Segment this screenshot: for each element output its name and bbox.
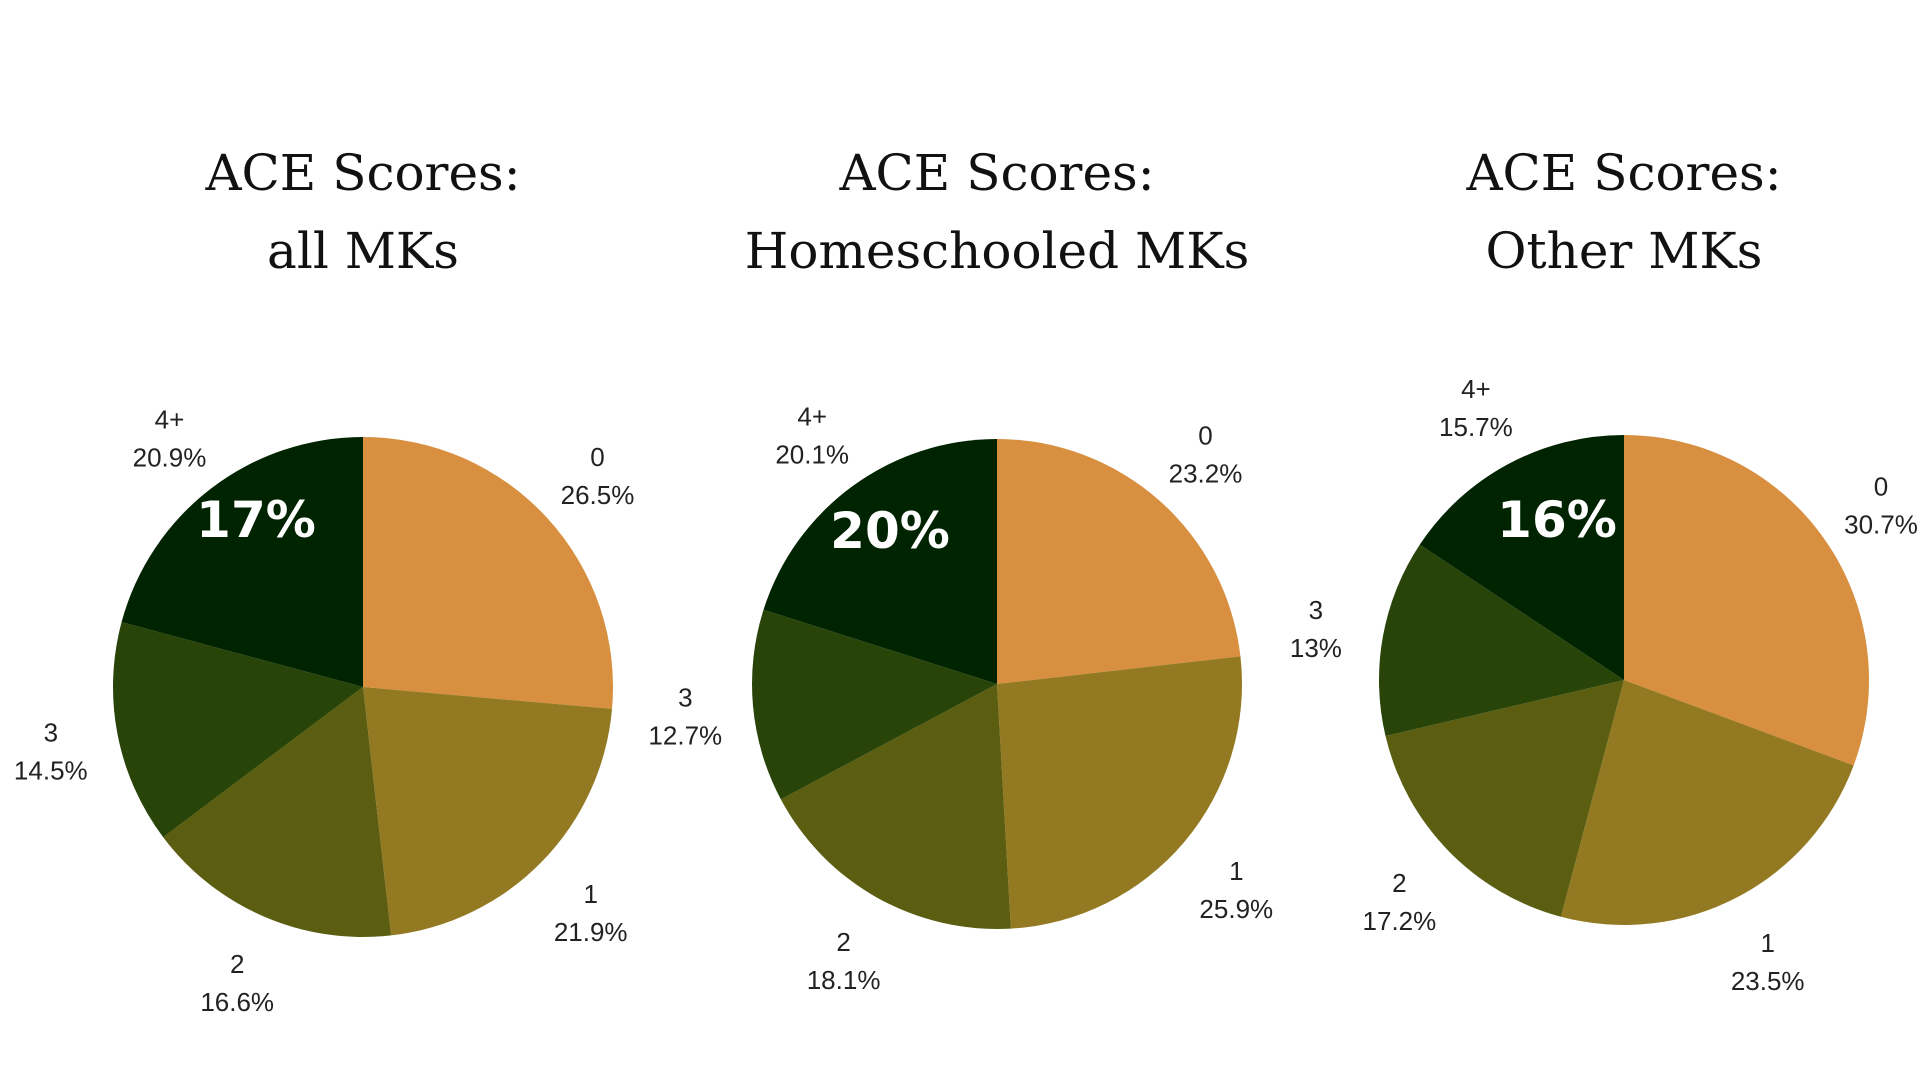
chart-subtitle: all MKs xyxy=(267,222,459,280)
slice-category-label: 2 xyxy=(836,927,850,957)
pie-chart-3: ACE Scores: Other MKs 0 30.7% 1 23.5% 2 17.2% 3 1… xyxy=(1290,144,1918,996)
chart-subtitle: Homeschooled MKs xyxy=(745,222,1249,280)
chart-title: ACE Scores: xyxy=(204,144,520,202)
slice-category-label: 2 xyxy=(1392,868,1406,898)
chart-subtitle: Other MKs xyxy=(1486,222,1763,280)
slice-category-label: 1 xyxy=(1760,928,1774,958)
slice-value-label: 14.5% xyxy=(14,755,88,785)
pie-chart-1: ACE Scores: all MKs 0 26.5% 1 21.9% 2 16.6% 3 14.… xyxy=(14,144,634,1017)
pie-slice-2 xyxy=(780,684,1011,930)
pie-slice-3 xyxy=(1378,544,1624,737)
slice-value-label: 30.7% xyxy=(1844,509,1918,539)
slice-value-label: 25.9% xyxy=(1199,894,1273,924)
pie-slice-2 xyxy=(163,687,392,938)
slice-value-label: 23.2% xyxy=(1169,459,1243,489)
pie-slice-4plus xyxy=(763,439,997,684)
pie-slice-3 xyxy=(752,609,997,800)
pie-slice-0 xyxy=(1624,435,1870,766)
overlay-value: 16% xyxy=(1497,491,1617,549)
slice-category-label: 1 xyxy=(583,879,597,909)
slice-value-label: 17.2% xyxy=(1363,906,1437,936)
slice-value-label: 20.1% xyxy=(775,439,849,469)
slice-value-label: 23.5% xyxy=(1731,966,1805,996)
slice-category-label: 4+ xyxy=(797,401,827,431)
slice-category-label: 1 xyxy=(1229,856,1243,886)
slice-category-label: 0 xyxy=(1874,471,1888,501)
slice-category-label: 3 xyxy=(678,683,692,713)
slice-value-label: 18.1% xyxy=(807,965,881,995)
pie-slice-1 xyxy=(363,687,613,936)
pie-slice-1 xyxy=(997,656,1242,929)
slice-value-label: 13% xyxy=(1290,633,1342,663)
slice-category-label: 4+ xyxy=(1461,374,1491,404)
slice-category-label: 2 xyxy=(230,949,244,979)
pie-slice-0 xyxy=(997,439,1241,684)
slice-value-label: 15.7% xyxy=(1439,412,1513,442)
slice-category-label: 0 xyxy=(1198,421,1212,451)
pie-slice-4plus xyxy=(1419,435,1624,680)
slice-category-label: 3 xyxy=(44,717,58,747)
slice-value-label: 26.5% xyxy=(561,480,635,510)
slice-category-label: 0 xyxy=(590,442,604,472)
slice-value-label: 16.6% xyxy=(200,987,274,1017)
overlay-value: 20% xyxy=(830,502,950,560)
chart-title: ACE Scores: xyxy=(838,144,1154,202)
pie-slice-1 xyxy=(1560,680,1854,925)
pie-slice-3 xyxy=(113,622,363,838)
slice-category-label: 3 xyxy=(1309,595,1323,625)
chart-title: ACE Scores: xyxy=(1465,144,1781,202)
pie-slice-2 xyxy=(1385,680,1624,917)
pie-slice-4plus xyxy=(121,437,363,687)
slice-value-label: 21.9% xyxy=(554,917,628,947)
pie-chart-2: ACE Scores: Homeschooled MKs 0 23.2% 1 25.9% 2… xyxy=(648,144,1273,995)
slice-category-label: 4+ xyxy=(155,405,185,435)
slice-value-label: 20.9% xyxy=(133,443,207,473)
slice-value-label: 12.7% xyxy=(648,721,722,751)
overlay-value: 17% xyxy=(196,491,316,549)
pie-slice-0 xyxy=(363,437,613,709)
